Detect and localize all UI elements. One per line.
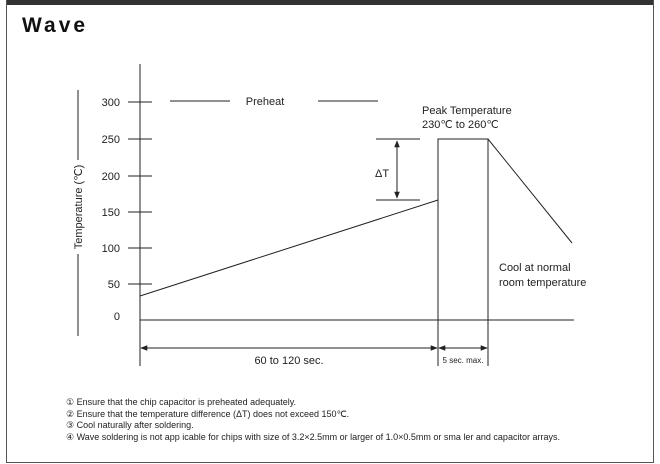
delta-t-label: ΔT xyxy=(375,168,389,180)
peak-duration-label: 5 sec. max. xyxy=(443,356,484,365)
note-item: ① Ensure that the chip capacitor is preh… xyxy=(66,397,297,407)
y-tick-150: 150 xyxy=(102,207,120,219)
preheat-label: Preheat xyxy=(246,96,285,108)
peak-label-line2: 230℃ to 260℃ xyxy=(422,119,499,131)
preheat-duration-label: 60 to 120 sec. xyxy=(254,355,323,367)
content-frame xyxy=(6,0,654,463)
y-tick-100: 100 xyxy=(102,243,120,255)
y-tick-300: 300 xyxy=(102,97,120,109)
y-tick-250: 250 xyxy=(102,134,120,146)
note-item: ② Ensure that the temperature difference… xyxy=(66,408,350,419)
y-tick-0: 0 xyxy=(114,311,120,323)
top-border xyxy=(6,0,654,5)
cool-label-line1: Cool at normal xyxy=(499,262,571,274)
peak-label-line1: Peak Temperature xyxy=(422,105,512,117)
y-tick-200: 200 xyxy=(102,171,120,183)
y-axis-label: Temperature (℃) xyxy=(73,165,85,250)
cool-label-line2: room temperature xyxy=(499,277,586,289)
section-title: Wave xyxy=(22,14,89,37)
y-ticks xyxy=(128,101,152,285)
note-item: ③ Cool naturally after soldering. xyxy=(66,420,194,430)
notes-list: ① Ensure that the chip capacitor is preh… xyxy=(66,397,560,443)
note-item: ④ Wave soldering is not app icable for c… xyxy=(66,431,560,442)
wave-soldering-profile-diagram: Temperature (℃) 300 250 200 150 100 50 0… xyxy=(73,64,586,367)
y-tick-50: 50 xyxy=(108,279,120,291)
